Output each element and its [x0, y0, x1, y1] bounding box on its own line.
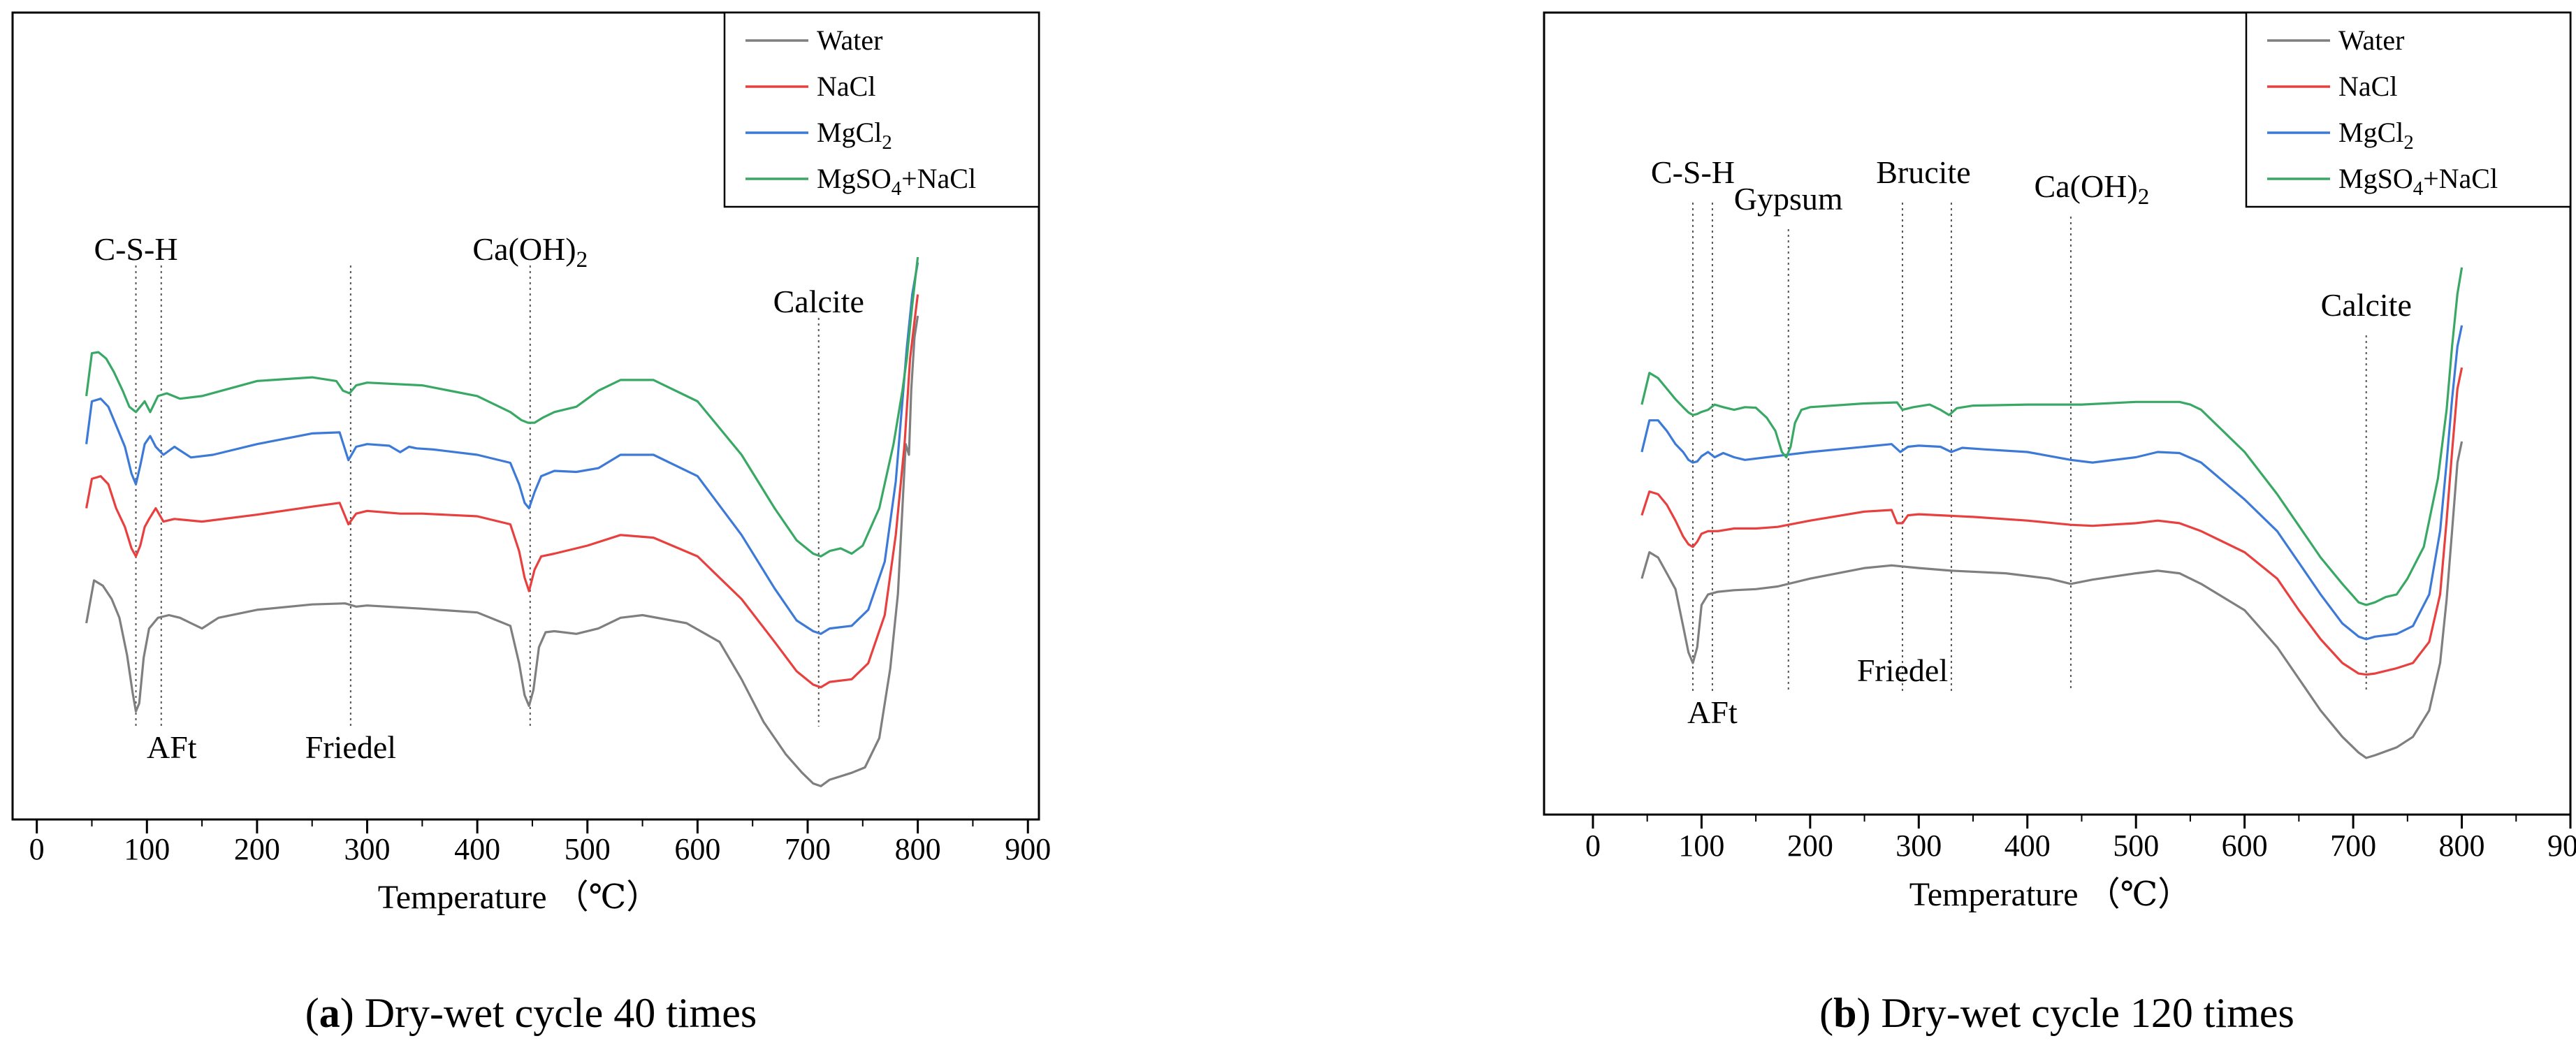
annotation-label: C-S-H — [1651, 154, 1735, 190]
annotation-label: Ca(OH)2 — [2035, 168, 2150, 210]
x-tick-label: 900 — [1005, 832, 1051, 866]
x-axis-title: Temperature （℃） — [1909, 876, 2192, 913]
series-line-water — [85, 315, 919, 787]
x-tick-label: 600 — [2222, 829, 2268, 863]
series-line-water — [1640, 441, 2464, 759]
x-tick-label: 300 — [1895, 829, 1942, 863]
annotation-label: Ca(OH)2 — [472, 231, 588, 272]
x-tick-label: 700 — [785, 832, 831, 866]
legend-label: NaCl — [2338, 71, 2397, 102]
legend: Water NaCl MgCl2 MgSO4+NaCl — [723, 11, 1040, 208]
x-tick-label: 600 — [674, 832, 720, 866]
legend-label: NaCl — [817, 71, 875, 102]
x-tick-label: 300 — [344, 832, 391, 866]
caption-text: ) Dry-wet cycle 120 times — [1856, 990, 2294, 1036]
series-line-mgcl2 — [85, 262, 919, 635]
legend-label: MgCl2 — [2338, 117, 2414, 154]
series-line-mgso4-nacl — [1640, 267, 2464, 606]
legend-box — [723, 11, 1040, 208]
legend-label: MgSO4+NaCl — [2338, 163, 2498, 200]
x-axis-title: Temperature （℃） — [378, 879, 660, 916]
annotation-label: AFt — [147, 729, 197, 765]
chart-panel-b: 0 100 200 300 400 500 600 700 800 900 Temperature … — [1543, 11, 2576, 1036]
annotation-label: Friedel — [305, 729, 396, 765]
annotation-label: AFt — [1687, 694, 1738, 730]
legend-label: Water — [817, 24, 883, 56]
chart-panel-a: 0 100 200 300 400 500 600 700 800 900 Temperature … — [11, 11, 1051, 1036]
annotation-label: Gypsum — [1734, 181, 1843, 217]
legend-label: MgCl2 — [817, 117, 892, 154]
annotation-label: Calcite — [773, 284, 864, 319]
x-tick-label: 800 — [2439, 829, 2485, 863]
annotation-label: Brucite — [1876, 154, 1970, 190]
x-tick-label: 0 — [29, 832, 45, 866]
x-tick-label: 700 — [2330, 829, 2376, 863]
legend-label: MgSO4+NaCl — [817, 163, 976, 200]
x-tick-label: 400 — [454, 832, 500, 866]
x-tick-label: 0 — [1585, 829, 1601, 863]
plot-frame — [11, 11, 1040, 821]
x-tick-label: 500 — [565, 832, 611, 866]
x-tick-label: 100 — [124, 832, 170, 866]
x-tick-label: 900 — [2547, 829, 2576, 863]
annotation-label: Calcite — [2321, 287, 2412, 323]
annotation-label: Friedel — [1857, 653, 1948, 688]
figure-caption: (a) Dry-wet cycle 40 times — [305, 990, 757, 1036]
annotation-label: C-S-H — [94, 231, 177, 267]
series-line-mgso4-nacl — [85, 256, 919, 557]
figure-caption: (b) Dry-wet cycle 120 times — [1819, 990, 2294, 1036]
x-tick-label: 800 — [895, 832, 941, 866]
x-tick-label: 400 — [2004, 829, 2051, 863]
x-tick-label: 200 — [234, 832, 280, 866]
x-tick-label: 500 — [2113, 829, 2159, 863]
legend-label: Water — [2338, 24, 2405, 56]
x-tick-label: 100 — [1678, 829, 1724, 863]
legend: Water NaCl MgCl2 MgSO4+NaCl — [2245, 11, 2572, 208]
series-line-mgcl2 — [1640, 325, 2464, 641]
legend-box — [2245, 11, 2572, 208]
x-tick-label: 200 — [1787, 829, 1833, 863]
series-line-nacl — [85, 294, 919, 689]
caption-letter: b — [1833, 990, 1856, 1036]
plot-frame — [1543, 11, 2572, 816]
caption-letter: a — [319, 990, 340, 1036]
series-line-nacl — [1640, 367, 2464, 676]
caption-text: ) Dry-wet cycle 40 times — [340, 990, 757, 1036]
